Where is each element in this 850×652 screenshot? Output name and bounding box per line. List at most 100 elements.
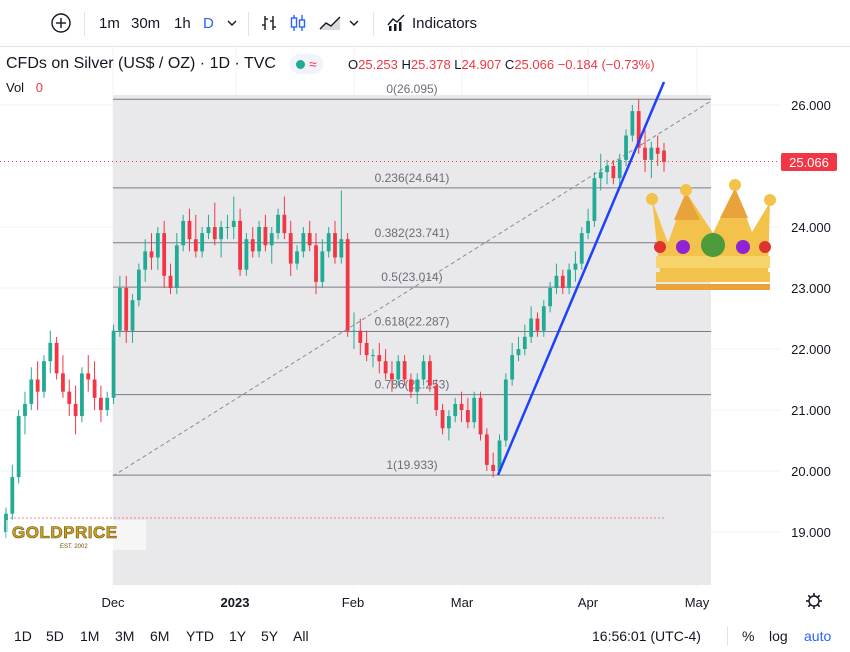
candle-body [86, 373, 91, 380]
candle-body [611, 166, 616, 179]
area-chart-icon [319, 16, 341, 30]
crown-icon [646, 179, 776, 290]
gear-icon[interactable] [806, 593, 822, 609]
range-all[interactable]: All [293, 628, 309, 644]
candle-body [541, 306, 546, 331]
range-5y[interactable]: 5Y [261, 628, 279, 644]
clock-time[interactable]: 16:56:01 (UTC-4) [592, 628, 701, 644]
candle-body [54, 342, 59, 374]
indicators-label: Indicators [412, 14, 478, 32]
candle-body [111, 330, 116, 398]
candle-body [67, 391, 72, 404]
price-tick-label: 24.000 [791, 220, 831, 235]
fib-level-label: 1(19.933) [386, 458, 437, 472]
fib-level-label: 0.5(23.014) [381, 270, 442, 284]
interval-d[interactable]: D [203, 0, 214, 46]
candle-body [383, 361, 388, 374]
open-value: 25.253 [358, 57, 398, 72]
percent-toggle[interactable]: % [742, 628, 755, 644]
bar-chart-type-button[interactable] [259, 0, 279, 46]
last-price-label: 25.066 [789, 155, 829, 170]
candle-body [269, 233, 274, 246]
candle-body [402, 361, 407, 380]
candle-body [92, 379, 97, 398]
indicators-button[interactable]: Indicators [386, 0, 477, 46]
range-1y[interactable]: 1Y [229, 628, 247, 644]
candle-body [48, 342, 53, 362]
logo-subtext: EST. 2002 [60, 544, 88, 550]
candle-body [314, 245, 318, 282]
candle-body [35, 379, 40, 392]
low-value: 24.907 [461, 57, 502, 72]
candle-body [352, 330, 356, 332]
candle-body [567, 269, 571, 288]
candle-body [503, 379, 508, 441]
candle-body [244, 239, 249, 270]
time-tick-label: May [685, 595, 710, 610]
candles-chart-type-button[interactable] [288, 0, 308, 46]
symbol-title[interactable]: CFDs on Silver (US$ / OZ) · 1D · TVC [6, 55, 276, 72]
status-dot-icon [295, 59, 305, 69]
range-5d[interactable]: 5D [46, 628, 64, 644]
fib-trend-line[interactable] [112, 100, 712, 477]
price-chart[interactable]: 0(26.095) 0.236(24.641) 0.382(23.741) 0.5(2… [0, 46, 850, 620]
candle-body [428, 361, 432, 386]
candle-body [295, 251, 299, 264]
candle-body [250, 239, 255, 252]
interval-dropdown[interactable] [226, 0, 238, 46]
top-toolbar: 1m 30m 1h D Indicators [0, 0, 850, 47]
candle-body [434, 385, 439, 410]
candle-body [409, 379, 413, 392]
candle-body [174, 245, 179, 288]
blue-trend-line[interactable] [496, 81, 666, 476]
candle-body [598, 172, 603, 179]
candle-body [484, 434, 489, 465]
range-ytd[interactable]: YTD [186, 628, 214, 644]
candle-body [522, 336, 527, 349]
price-axis[interactable]: 26.00025.00024.00023.00022.00021.00020.0… [791, 98, 831, 540]
candle-body [516, 349, 521, 356]
time-tick-label: Dec [101, 595, 125, 610]
chart-legend: CFDs on Silver (US$ / OZ) · 1D · TVC ≈ [6, 54, 323, 74]
interval-1m[interactable]: 1m [99, 0, 120, 46]
range-1m[interactable]: 1M [80, 628, 100, 644]
candle-body [535, 318, 540, 331]
candle-body [649, 147, 654, 160]
candle-body [358, 330, 363, 343]
price-tick-label: 19.000 [791, 525, 831, 540]
candle-body [529, 318, 534, 337]
candle-body [23, 403, 27, 417]
interval-30m-label: 30m [131, 14, 161, 32]
range-1d[interactable]: 1D [14, 628, 32, 644]
log-toggle[interactable]: log [769, 628, 788, 644]
range-6m[interactable]: 6M [150, 628, 170, 644]
vol-label: Vol [6, 80, 25, 95]
fib-retracement[interactable]: 0(26.095) 0.236(24.641) 0.382(23.741) 0.5(2… [113, 82, 711, 476]
candle-body [206, 227, 211, 234]
time-axis[interactable]: Dec 2023 Feb Mar Apr May [101, 595, 709, 610]
market-status-badge[interactable]: ≈ [289, 54, 323, 74]
candle-body [478, 397, 483, 435]
candle-body [364, 342, 369, 356]
bars-icon [262, 16, 276, 30]
interval-1h[interactable]: 1h [174, 0, 191, 46]
time-tick-label: Mar [451, 595, 474, 610]
candles-icon [290, 15, 306, 31]
chart-type-dropdown[interactable] [348, 0, 360, 46]
candle-body [655, 147, 660, 154]
candle-body [42, 361, 46, 392]
range-3m[interactable]: 3M [115, 628, 135, 644]
interval-1m-label: 1m [99, 14, 120, 32]
interval-30m[interactable]: 30m [131, 0, 160, 46]
area-chart-type-button[interactable] [318, 0, 342, 46]
chevron-down-icon [227, 20, 237, 26]
candle-body [662, 150, 666, 162]
candle-body [99, 397, 103, 410]
candle-body [472, 397, 477, 423]
auto-toggle[interactable]: auto [804, 628, 832, 644]
candle-body [162, 233, 167, 276]
ohlc-values: O25.253 H25.378 L24.907 C25.066 −0.184 (… [348, 57, 655, 72]
candle-body [579, 233, 584, 264]
add-symbol-button[interactable] [50, 0, 72, 46]
candle-body [630, 111, 635, 136]
